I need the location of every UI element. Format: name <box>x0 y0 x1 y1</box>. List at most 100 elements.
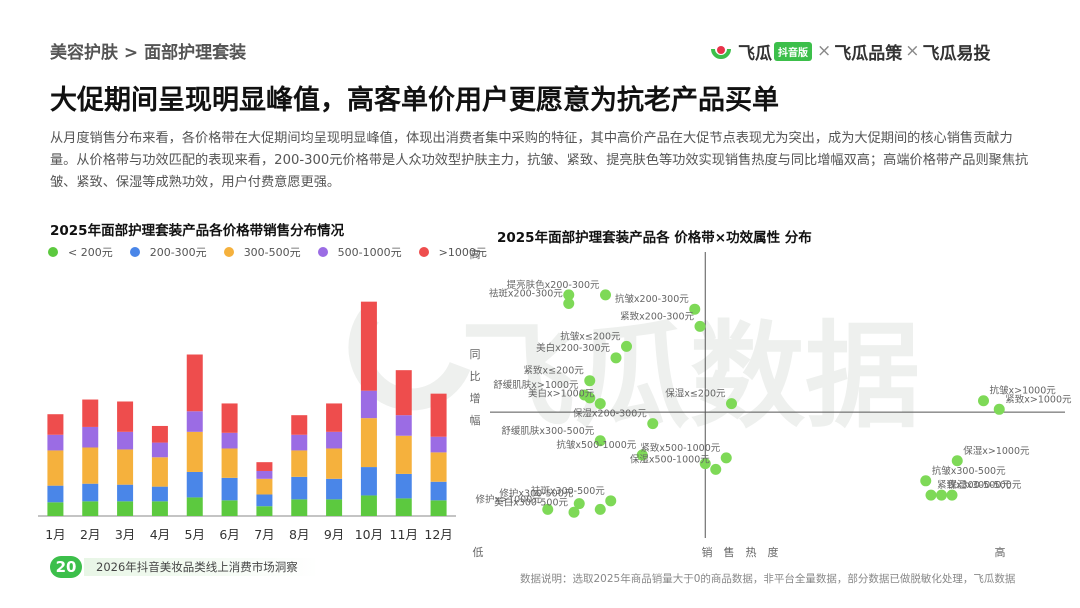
legend-item: 500-1000元 <box>317 244 402 260</box>
scatter-point-label: 美白x>1000元 <box>528 388 595 400</box>
breadcrumb: 美容护肤 > 面部护理套装 <box>50 43 247 63</box>
brand-name-yitou: 飞瓜易投 <box>922 43 991 64</box>
bar-segment <box>395 415 412 436</box>
scatter-point <box>720 452 732 464</box>
scatter-point-label: 抗皱x200-300元 <box>615 293 689 305</box>
data-source-note: 数据说明：选取2025年商品销量大于0的商品数据，非平台全量数据，部分数据已做脱… <box>520 573 1016 585</box>
brand-logos: 飞瓜 抖音版 × 飞瓜品策 × 飞瓜易投 <box>708 36 991 66</box>
scatter-point <box>584 375 596 387</box>
x-tick-label: 10月 <box>355 527 383 542</box>
legend-item: < 200元 <box>48 244 113 260</box>
brand-tag: 抖音版 <box>774 41 812 61</box>
scatter-point <box>542 503 554 515</box>
legend-dot <box>129 247 140 257</box>
legend-dot <box>48 247 58 257</box>
bar-segment <box>326 499 343 516</box>
scatter-point <box>993 403 1005 415</box>
page-description: 从月度销售分布来看，各价格带在大促期间均呈现明显峰值，体现出消费者集中采购的特征… <box>50 131 1029 190</box>
x-tick-label: 4月 <box>150 527 170 542</box>
scatter-point-label: 抗皱x500-1000元 <box>556 439 636 451</box>
bar-segment <box>117 401 134 432</box>
bar-segment <box>186 497 203 516</box>
y-axis-high-label: 高 <box>470 247 481 261</box>
scatter-point <box>710 463 722 475</box>
x-tick-label: 8月 <box>289 527 309 542</box>
bar-segment <box>430 481 447 501</box>
bar-segment <box>291 450 308 477</box>
scatter-point-label: 祛斑x300-500元 <box>531 485 605 497</box>
scatter-point <box>920 475 932 487</box>
x-tick-label: 12月 <box>424 527 452 542</box>
y-axis-title-char: 增 <box>470 391 481 405</box>
x-axis-low-label: 低 <box>473 546 484 559</box>
x-tick-label: 5月 <box>185 527 205 542</box>
bar-segment <box>395 370 412 416</box>
scatter-point <box>689 303 701 315</box>
bar-segment <box>82 447 99 484</box>
scatter-point <box>563 289 575 301</box>
bar-segment <box>395 473 412 499</box>
scatter-point-label: 保湿x200-300元 <box>573 408 647 420</box>
bar-segment <box>186 354 203 412</box>
scatter-point <box>584 392 596 404</box>
legend-label: < 200元 <box>68 246 113 259</box>
page-title: 大促期间呈现明显峰值，高客单价用户更愿意为抗老产品买单 <box>50 85 779 116</box>
scatter-point <box>621 340 632 352</box>
scatter-point-label: 紧致x500-1000元 <box>640 442 720 454</box>
scatter-point <box>978 395 989 407</box>
scatter-point-label: 紧致x200-300元 <box>620 310 694 322</box>
scatter-point <box>925 489 937 501</box>
x-axis-title-char: 售 <box>724 545 735 559</box>
scatter-point-label: 保湿x>1000元 <box>963 445 1030 457</box>
scatter-point <box>594 398 606 410</box>
scatter-point-label: 修护x>1000元 <box>475 493 542 505</box>
scatter-point <box>951 455 963 467</box>
scatter-point <box>594 435 606 447</box>
bar-segment <box>256 506 273 516</box>
bar-segment <box>291 499 308 516</box>
legend-dot <box>418 247 429 257</box>
bar-segment <box>430 436 447 453</box>
scatter-chart: 低高高销售热度同比增幅提亮肤色x200-300元祛斑x200-300元抗皱x20… <box>470 247 1073 559</box>
scatter-point-label: 舒缓肌肤x>1000元 <box>493 379 579 391</box>
bar-segment <box>221 403 238 433</box>
scatter-point <box>946 489 958 501</box>
bar-segment <box>82 483 99 502</box>
bar-segment <box>151 442 168 458</box>
legend-item: >1000元 <box>418 244 487 260</box>
scatter-point <box>936 489 947 501</box>
y-axis-title-char: 同 <box>470 348 481 361</box>
x-tick-label: 7月 <box>254 527 274 542</box>
bar-segment <box>47 434 64 451</box>
bar-segment <box>117 501 134 516</box>
scatter-point <box>726 398 737 410</box>
x-tick-label: 2月 <box>80 527 100 542</box>
bar-segment <box>186 471 203 498</box>
scatter-point-label: 紧致x≤200元 <box>524 365 585 377</box>
bar-segment <box>151 501 168 516</box>
scatter-point-label: 舒缓肌肤x300-500元 <box>501 425 594 437</box>
y-axis-title-char: 幅 <box>470 414 481 427</box>
bar-segment <box>151 486 168 502</box>
bar-segment <box>395 435 412 474</box>
legend-item: 300-500元 <box>223 244 301 260</box>
scatter-point-label: 保湿x300-500元 <box>948 479 1022 491</box>
brand-name-pince: 飞瓜品策 <box>834 43 903 64</box>
stacked-bar-chart: 1月 2月 3月 4月 5月 6月 7月 8月 9月 10月 11月 12月 <box>38 301 456 542</box>
legend-label: 200-300元 <box>149 246 207 259</box>
legend-dot <box>317 247 328 257</box>
bar-chart-legend: < 200元 200-300元 300-500元 500-1000元 >1000元 <box>48 244 504 260</box>
legend-label: >1000元 <box>438 246 487 259</box>
x-axis-title-char: 销 <box>702 545 713 559</box>
bar-segment <box>47 450 64 486</box>
bar-segment <box>256 470 273 479</box>
bar-segment <box>326 431 343 449</box>
bar-segment <box>326 403 343 432</box>
bar-segment <box>326 478 343 500</box>
feigua-logo-icon <box>711 46 731 59</box>
scatter-point <box>563 297 575 309</box>
x-axis-title-char: 度 <box>768 545 779 559</box>
legend-label: 500-1000元 <box>337 246 402 259</box>
footer-report-title: 2026年抖音美妆品类线上消费市场洞察 <box>96 560 298 574</box>
bar-segment <box>395 498 412 516</box>
